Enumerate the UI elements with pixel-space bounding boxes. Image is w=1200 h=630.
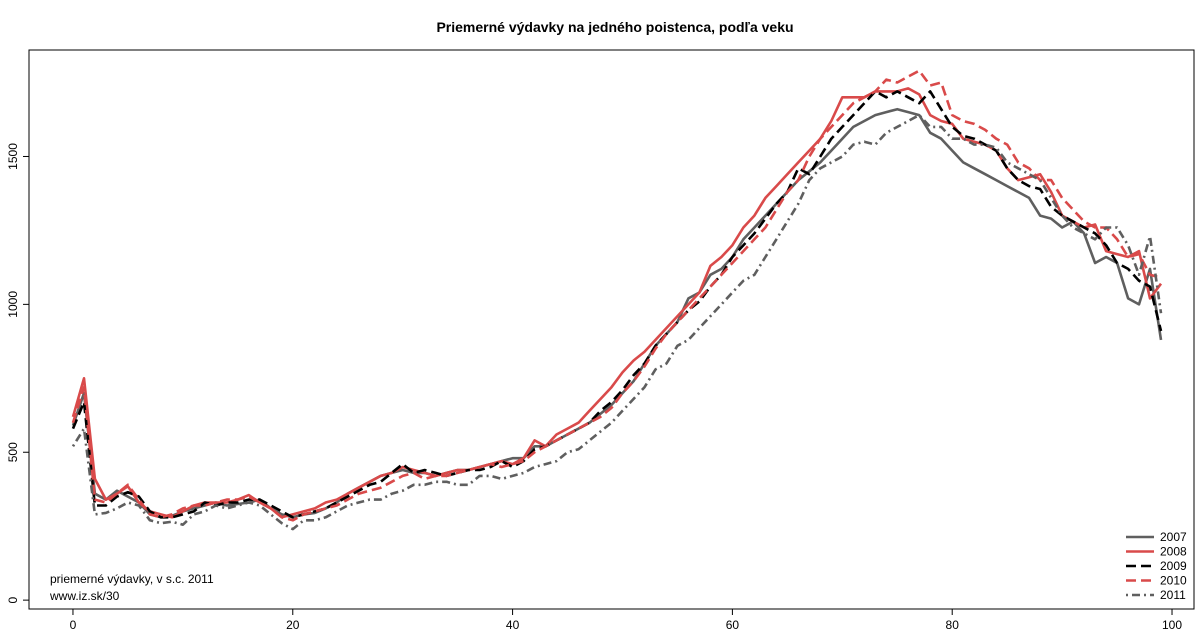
legend-label-2009: 2009: [1160, 559, 1187, 573]
source-url: www.iz.sk/30: [49, 589, 120, 603]
x-tick-label: 0: [70, 618, 77, 630]
y-tick-label: 0: [6, 596, 20, 603]
x-tick-label: 100: [1162, 618, 1182, 630]
y-axis: 0 500 1000 1500: [6, 143, 29, 603]
series-line-2011: [71, 113, 1163, 531]
legend-label-2011: 2011: [1160, 588, 1186, 602]
chart-title: Priemerné výdavky na jedného poistenca, …: [436, 19, 793, 35]
y-tick-label: 1500: [6, 143, 20, 170]
legend-label-2008: 2008: [1160, 545, 1187, 559]
x-axis: 0 20 40 60 80 100: [70, 609, 1182, 630]
plot-area-frame: [28, 49, 1195, 610]
series-line-2010: [71, 69, 1162, 522]
x-tick-label: 40: [506, 618, 520, 630]
legend-label-2010: 2010: [1160, 574, 1187, 588]
legend-label-2007: 2007: [1160, 530, 1187, 544]
y-tick-label: 1000: [6, 291, 20, 318]
x-tick-label: 20: [286, 618, 300, 630]
series-layer: [71, 69, 1163, 531]
x-tick-label: 80: [946, 618, 960, 630]
series-line-2009: [71, 90, 1163, 519]
y-tick-label: 500: [6, 442, 20, 462]
source-note: priemerné výdavky, v s.c. 2011: [50, 572, 214, 586]
x-tick-label: 60: [726, 618, 740, 630]
series-line-2007: [71, 107, 1163, 519]
